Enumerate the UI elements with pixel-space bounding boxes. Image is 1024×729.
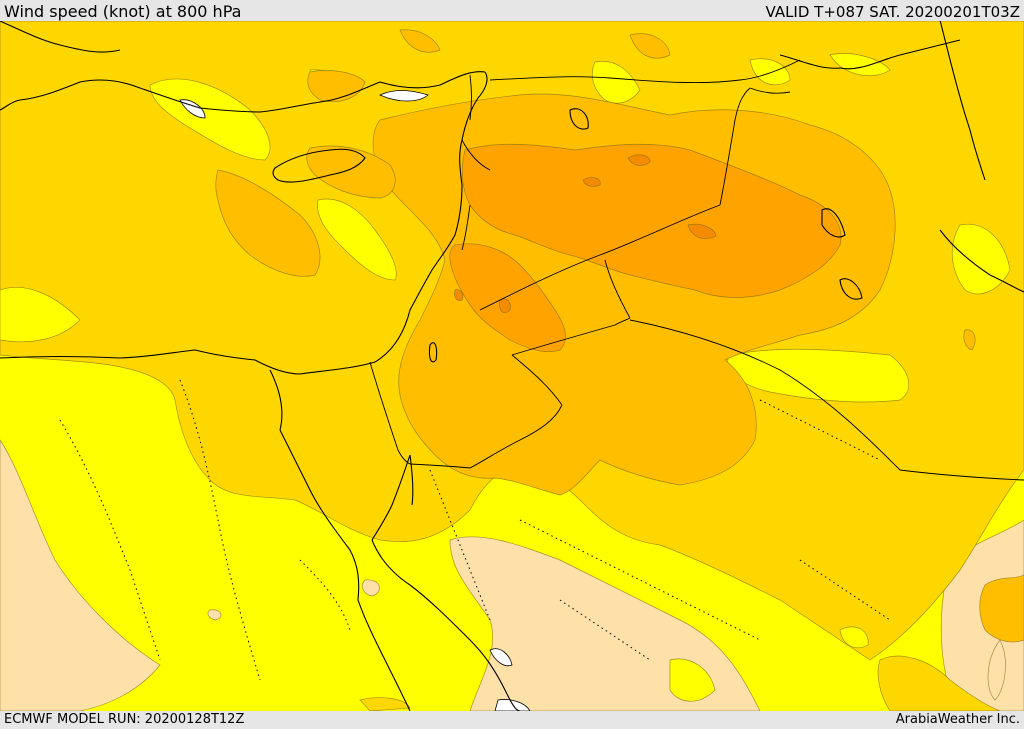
field-very-strong-wind bbox=[454, 154, 717, 314]
coastlines bbox=[0, 21, 1024, 711]
field-low-wind-islands bbox=[0, 53, 1011, 702]
valid-time: VALID T+087 SAT. 20200201T03Z bbox=[765, 3, 1020, 21]
footer-bar: ECMWF MODEL RUN: 20200128T12Z ArabiaWeat… bbox=[0, 711, 1024, 729]
map-title: Wind speed (knot) at 800 hPa bbox=[4, 2, 242, 21]
white-patches bbox=[179, 90, 531, 711]
model-run-label: ECMWF MODEL RUN: 20200128T12Z bbox=[4, 712, 245, 727]
wind-speed-map bbox=[0, 21, 1024, 711]
field-strong-wind bbox=[449, 143, 842, 353]
admin-boundaries bbox=[59, 379, 891, 681]
credit-label: ArabiaWeather Inc. bbox=[895, 712, 1020, 727]
map-canvas bbox=[0, 21, 1024, 711]
header-bar: Wind speed (knot) at 800 hPa VALID T+087… bbox=[0, 0, 1024, 21]
country-borders bbox=[369, 59, 1024, 481]
